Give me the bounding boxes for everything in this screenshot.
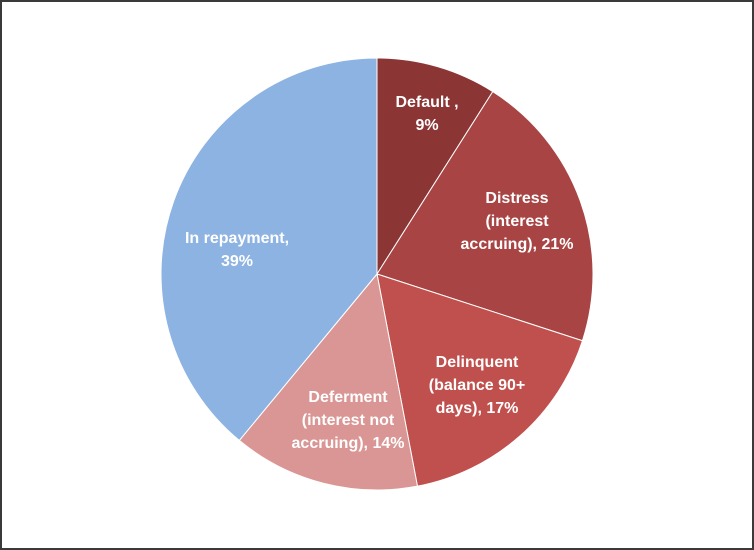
pie-slice-0 bbox=[376, 57, 494, 276]
pie-slice-2 bbox=[376, 273, 584, 487]
slice-label-line: accruing), 21% bbox=[461, 236, 574, 253]
slice-label-line: accruing), 14% bbox=[292, 435, 405, 452]
slice-label-line: Deferment bbox=[308, 389, 388, 406]
slice-label-1: Distress (interest accruing), 21% bbox=[461, 190, 574, 253]
slice-label-line: days), 17% bbox=[436, 400, 519, 417]
slice-label-3: Deferment (interest not accruing), 14% bbox=[292, 389, 405, 452]
slice-label-line: Delinquent bbox=[436, 354, 519, 371]
pie-slice-4 bbox=[160, 57, 378, 442]
slice-label-0: Default , 9% bbox=[395, 94, 458, 134]
slice-label-line: (interest not bbox=[302, 412, 395, 429]
slice-label-line: Default , bbox=[395, 94, 458, 111]
slice-label-line: In repayment, bbox=[185, 230, 289, 247]
pie-slice-1 bbox=[376, 90, 594, 342]
slice-label-line: 9% bbox=[415, 117, 438, 134]
slice-label-line: Distress bbox=[485, 190, 548, 207]
slice-label-4: In repayment, 39% bbox=[185, 230, 289, 270]
pie-slice-3 bbox=[238, 272, 419, 491]
slice-label-line: (balance 90+ bbox=[429, 377, 526, 394]
slice-label-2: Delinquent (balance 90+ days), 17% bbox=[429, 354, 526, 417]
slice-label-line: 39% bbox=[221, 253, 253, 270]
slice-label-line: (interest bbox=[485, 213, 549, 230]
